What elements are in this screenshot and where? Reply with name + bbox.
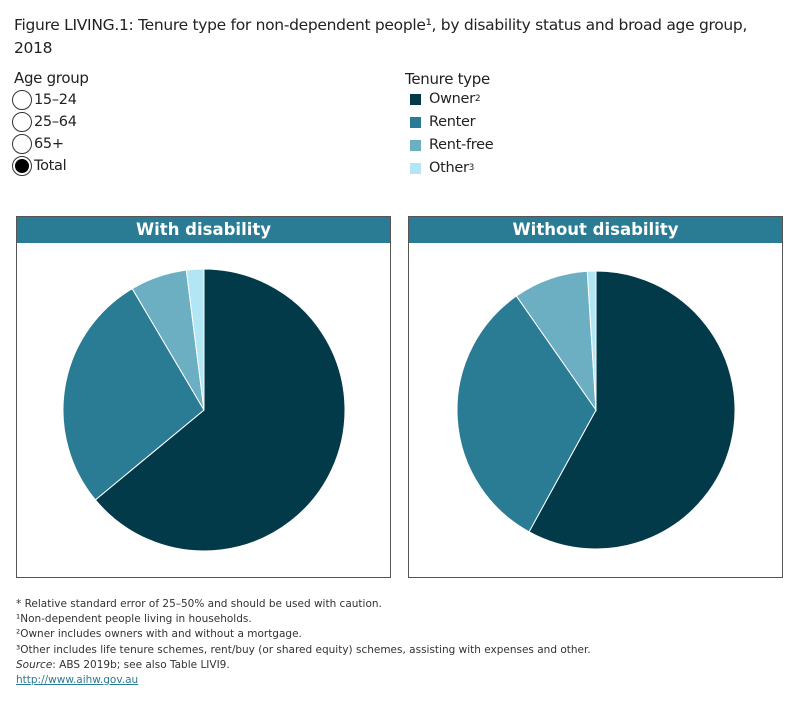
footnote: ¹Non-dependent people living in househol… [16, 613, 252, 625]
pie-slice-renter[interactable] [456, 295, 597, 533]
panel-header: Without disability [409, 217, 782, 243]
footnote: * Relative standard error of 25–50% and … [16, 598, 382, 610]
radio-label: 25–64 [34, 114, 77, 130]
radio-circle-icon[interactable] [12, 156, 32, 176]
legend-item-other: Other 3 [410, 160, 474, 176]
age-radio-1[interactable]: 25–64 [12, 112, 77, 132]
pie-chart-without-disability [456, 270, 736, 550]
panel-without-disability: Without disability [408, 216, 783, 578]
panel-header: With disability [17, 217, 390, 243]
legend-swatch [410, 93, 421, 105]
legend-label: Rent-free [429, 137, 494, 153]
panel-with-disability: With disability [16, 216, 391, 578]
radio-label: 15–24 [34, 92, 77, 108]
source-label: Source [16, 659, 53, 671]
age-radio-0[interactable]: 15–24 [12, 90, 77, 110]
legend-sup: 2 [474, 94, 481, 104]
radio-circle-icon[interactable] [12, 112, 32, 132]
radio-label: 65+ [34, 136, 64, 152]
pie-slice-other[interactable] [586, 270, 597, 411]
age-radio-2[interactable]: 65+ [12, 134, 64, 154]
legend-sup: 3 [468, 163, 475, 173]
pie-slice-owner[interactable] [94, 268, 346, 552]
footnote: ²Owner includes owners with and without … [16, 628, 302, 640]
figure-title: Figure LIVING.1: Tenure type for non-dep… [14, 16, 748, 57]
pie-chart-with-disability [62, 268, 346, 552]
radio-label: Total [34, 158, 67, 174]
footnote: ³Other includes life tenure schemes, ren… [16, 644, 591, 656]
legend-item-renter: Renter [410, 114, 476, 130]
legend-item-owner: Owner 2 [410, 91, 481, 107]
aihw-link[interactable]: http://www.aihw.gov.au [16, 674, 139, 686]
tenure-type-title: Tenure type [405, 70, 490, 88]
legend-swatch [410, 162, 421, 174]
legend-label: Other [429, 160, 469, 176]
source-text: : ABS 2019b; see also Table LIVI9. [52, 659, 230, 671]
pie-slice-other[interactable] [185, 268, 205, 411]
radio-circle-icon[interactable] [12, 134, 32, 154]
legend-swatch [410, 116, 421, 128]
age-group-title: Age group [14, 69, 89, 87]
legend-label: Owner [429, 91, 475, 107]
legend-swatch [410, 139, 421, 151]
radio-circle-icon[interactable] [12, 90, 32, 110]
pie-slice-renter[interactable] [62, 287, 205, 501]
pie-slice-owner[interactable] [528, 270, 736, 550]
legend-item-rent-free: Rent-free [410, 137, 494, 153]
source-note: Source: ABS 2019b; see also Table LIVI9. [16, 659, 230, 671]
legend-label: Renter [429, 114, 476, 130]
age-radio-3[interactable]: Total [12, 156, 67, 176]
